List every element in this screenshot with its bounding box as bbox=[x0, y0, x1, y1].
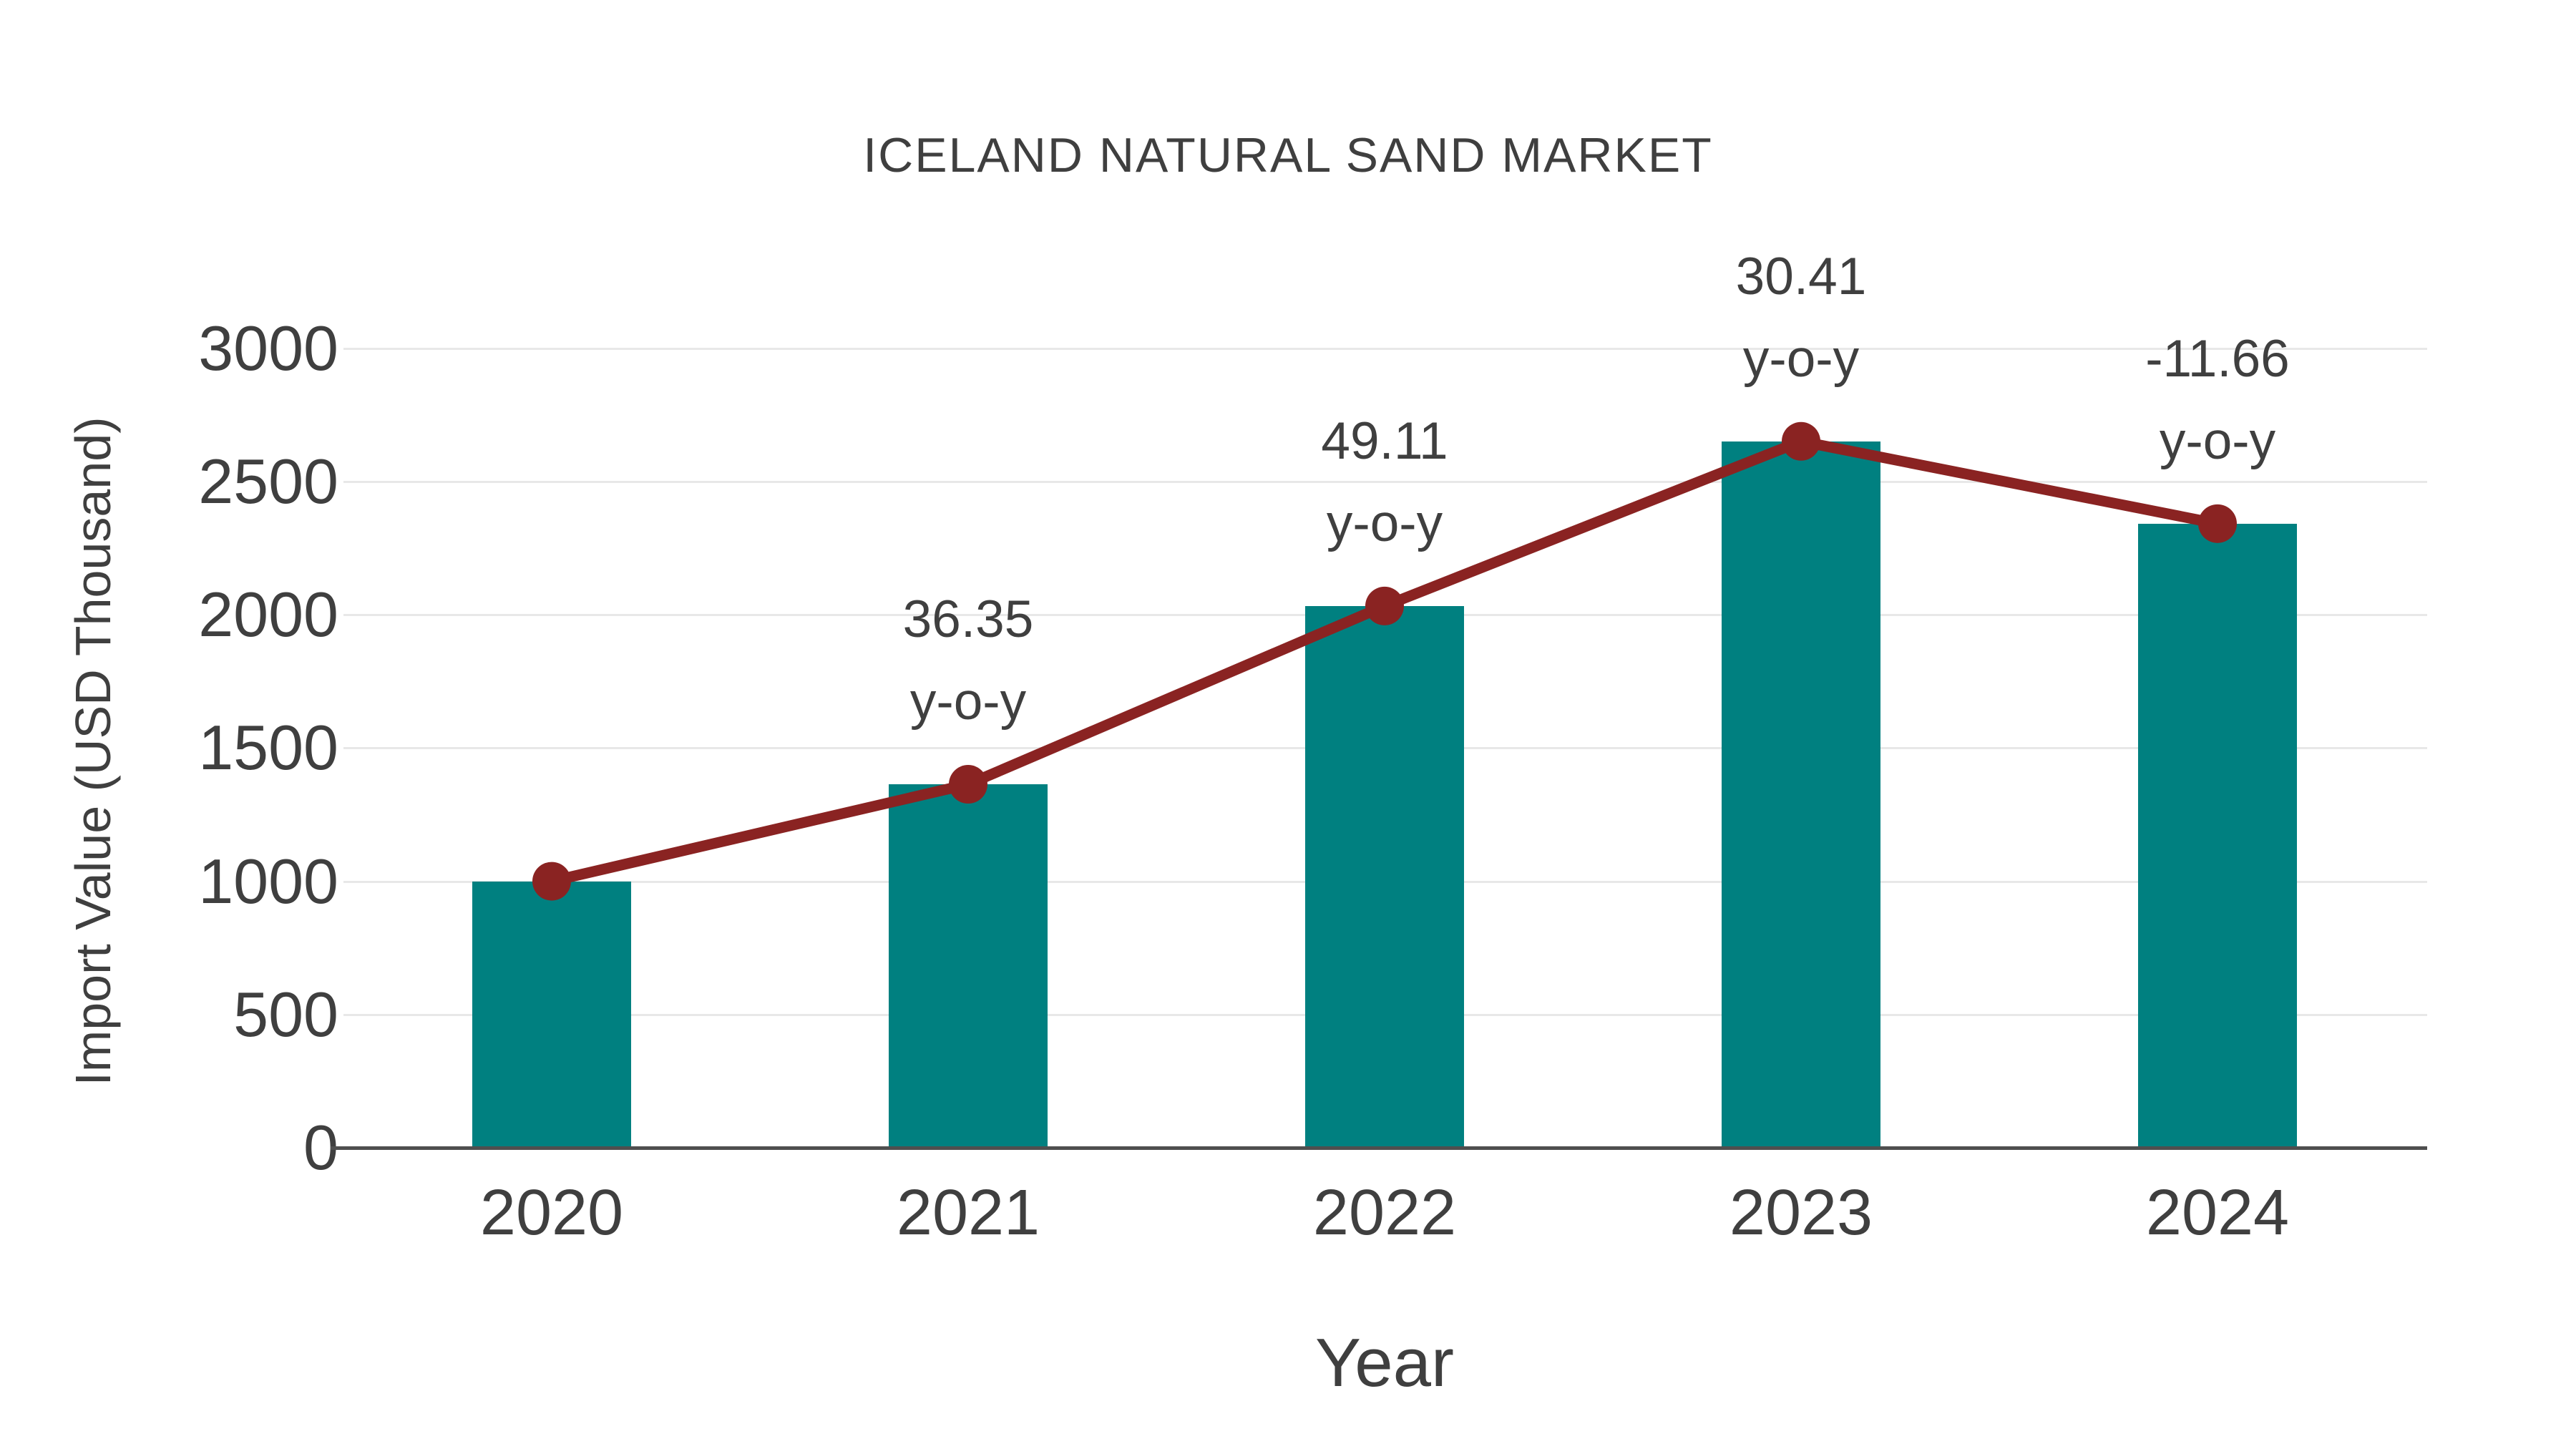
x-tick-label-2021: 2021 bbox=[896, 1177, 1040, 1249]
yoy-value: 36.35 bbox=[902, 590, 1034, 649]
gridline-3000 bbox=[343, 347, 2427, 350]
x-tick-label-2022: 2022 bbox=[1312, 1177, 1457, 1249]
chart-title: ICELAND NATURAL SAND MARKET bbox=[863, 128, 1713, 182]
x-tick-label-2023: 2023 bbox=[1729, 1177, 1873, 1249]
x-tick-label-2020: 2020 bbox=[479, 1177, 624, 1249]
bar-2022 bbox=[1305, 605, 1464, 1148]
y-tick-label-2000: 2000 bbox=[198, 579, 338, 650]
x-axis-line bbox=[331, 1146, 2427, 1150]
yoy-annotation-2022: 49.11 y-o-y bbox=[1156, 400, 1614, 565]
yoy-value: 49.11 bbox=[1321, 411, 1448, 470]
yoy-suffix: y-o-y bbox=[1742, 329, 1860, 388]
bar-2024 bbox=[2138, 523, 2297, 1148]
y-tick-label-2500: 2500 bbox=[198, 446, 338, 517]
bar-2020 bbox=[472, 881, 631, 1148]
bar-2023 bbox=[1722, 441, 1880, 1148]
y-tick-label-3000: 3000 bbox=[198, 312, 338, 384]
yoy-value: 30.41 bbox=[1735, 247, 1867, 306]
y-tick-label-1000: 1000 bbox=[198, 845, 338, 917]
yoy-suffix: y-o-y bbox=[909, 673, 1027, 731]
yoy-suffix: y-o-y bbox=[2159, 411, 2276, 470]
bar-2021 bbox=[889, 784, 1048, 1148]
yoy-suffix: y-o-y bbox=[1326, 494, 1443, 552]
yoy-annotation-2024: -11.66 y-o-y bbox=[1989, 318, 2446, 482]
yoy-value: -11.66 bbox=[2145, 329, 2290, 388]
yoy-annotation-2021: 36.35 y-o-y bbox=[739, 578, 1197, 743]
y-tick-label-500: 500 bbox=[233, 978, 338, 1050]
yoy-annotation-2023: 30.41 y-o-y bbox=[1572, 235, 2030, 400]
x-tick-label-2024: 2024 bbox=[2145, 1177, 2290, 1249]
y-tick-label-1500: 1500 bbox=[198, 712, 338, 784]
x-axis-title: Year bbox=[1315, 1324, 1454, 1401]
y-tick-label-0: 0 bbox=[303, 1112, 338, 1183]
